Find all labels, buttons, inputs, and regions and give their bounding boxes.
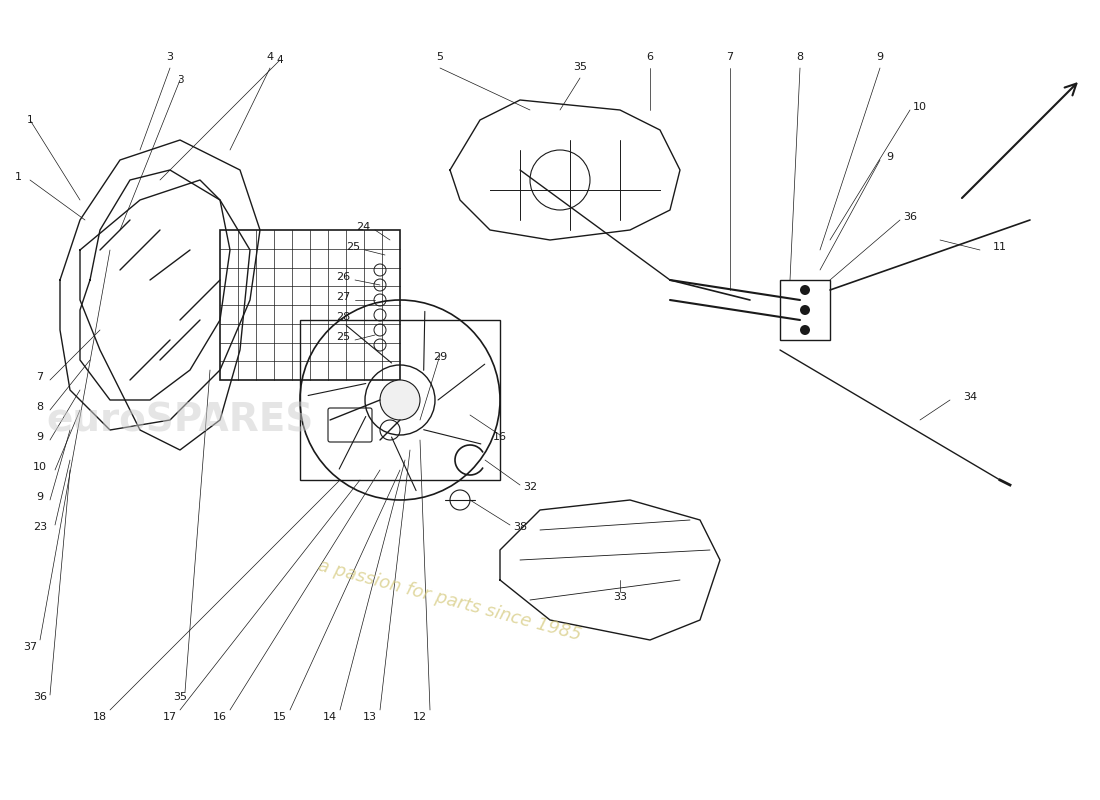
Text: 9: 9 (36, 492, 44, 502)
Text: 1: 1 (26, 115, 33, 125)
Circle shape (379, 380, 420, 420)
Text: 35: 35 (173, 692, 187, 702)
Text: 11: 11 (993, 242, 1007, 252)
Text: 14: 14 (323, 712, 337, 722)
Text: 1: 1 (15, 172, 22, 182)
Text: 16: 16 (493, 432, 507, 442)
Text: 8: 8 (796, 52, 804, 62)
Text: 36: 36 (903, 212, 917, 222)
Text: 35: 35 (573, 62, 587, 72)
Text: 27: 27 (336, 292, 350, 302)
Text: 37: 37 (23, 642, 37, 652)
Text: 36: 36 (33, 692, 47, 702)
Text: 9: 9 (877, 52, 883, 62)
Text: 33: 33 (613, 592, 627, 602)
Text: 9: 9 (887, 152, 893, 162)
Text: a passion for parts since 1985: a passion for parts since 1985 (317, 556, 584, 644)
Text: 7: 7 (726, 52, 734, 62)
Text: 8: 8 (36, 402, 44, 412)
Text: 24: 24 (355, 222, 370, 232)
Circle shape (800, 305, 810, 315)
Text: 28: 28 (336, 312, 350, 322)
Text: 15: 15 (273, 712, 287, 722)
Text: 12: 12 (412, 712, 427, 722)
Text: 13: 13 (363, 712, 377, 722)
Text: 38: 38 (513, 522, 527, 532)
Text: 4: 4 (266, 52, 274, 62)
Text: euroSPARES: euroSPARES (46, 401, 313, 439)
Text: 4: 4 (277, 55, 284, 65)
Circle shape (800, 325, 810, 335)
Text: 10: 10 (913, 102, 927, 112)
Text: 5: 5 (437, 52, 443, 62)
Text: 3: 3 (177, 75, 184, 85)
Text: 16: 16 (213, 712, 227, 722)
Text: 9: 9 (36, 432, 44, 442)
Text: 6: 6 (647, 52, 653, 62)
Circle shape (800, 285, 810, 295)
Text: 32: 32 (522, 482, 537, 492)
Text: 29: 29 (433, 352, 447, 362)
Text: 26: 26 (336, 272, 350, 282)
Text: 23: 23 (33, 522, 47, 532)
Bar (300, 320, 500, 480)
FancyArrow shape (949, 90, 1070, 210)
Text: 3: 3 (166, 52, 174, 62)
Text: 25: 25 (345, 242, 360, 252)
Bar (220, 230, 400, 380)
Text: 17: 17 (163, 712, 177, 722)
Text: 25: 25 (336, 332, 350, 342)
Text: 18: 18 (92, 712, 107, 722)
Text: 34: 34 (962, 392, 977, 402)
Text: 10: 10 (33, 462, 47, 472)
Bar (780, 280, 830, 340)
Text: 7: 7 (36, 372, 44, 382)
